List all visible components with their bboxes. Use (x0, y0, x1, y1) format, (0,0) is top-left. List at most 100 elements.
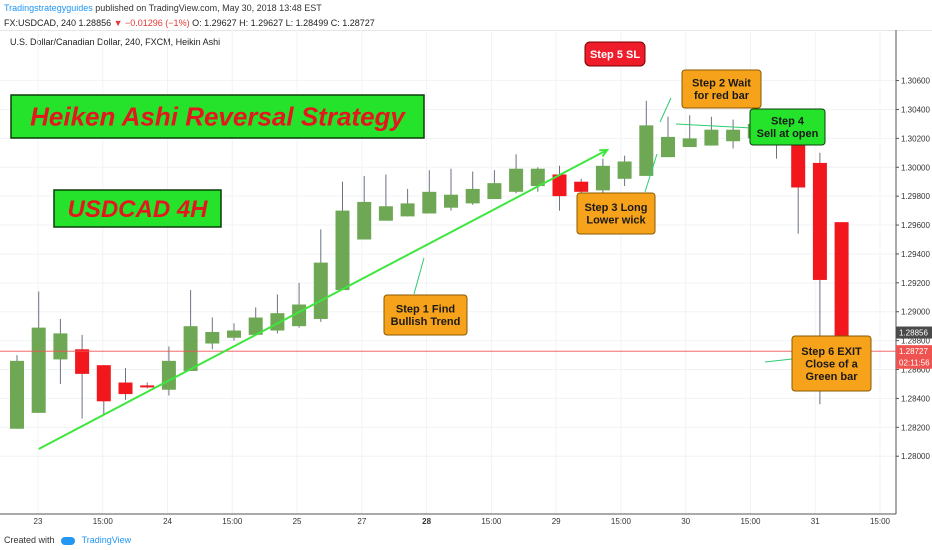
x-tick-label: 24 (163, 517, 172, 526)
candle-body (509, 168, 524, 192)
candle-body (487, 183, 502, 200)
publish-bar: Tradingstrategyguides published on Tradi… (0, 0, 932, 16)
x-tick-label: 29 (552, 517, 561, 526)
step3-text: Step 3 Long (585, 202, 648, 214)
y-tick-label: 1.30400 (901, 105, 930, 114)
candle-body (335, 210, 350, 291)
candle-body (574, 181, 589, 192)
tradingview-link[interactable]: TradingView (81, 535, 132, 545)
candle-body (422, 191, 437, 214)
strategy-title-box (10, 94, 425, 139)
candle-body (444, 194, 458, 208)
price-change: ▼ −0.01296 (−1%) (113, 18, 190, 28)
y-tick-label: 1.28000 (901, 452, 930, 461)
step2-text: Step 2 Wait (692, 78, 751, 90)
pair-title-text: USDCAD 4H (67, 196, 208, 223)
candle-body (378, 206, 393, 221)
step4-box (749, 108, 826, 146)
candle-body (53, 333, 68, 360)
step3-text: Lower wick (586, 215, 646, 227)
step2-pointer (659, 97, 672, 123)
annotations: 1.28856 1.28727 02:11:56 Heiken Ashi Revers… (0, 41, 932, 450)
x-tick-label: 27 (357, 517, 366, 526)
step4-text: Step 4 (771, 116, 805, 128)
y-tick-label: 1.28800 (901, 337, 930, 346)
candle-body (96, 365, 111, 402)
x-tick-label: 15:00 (93, 517, 114, 526)
symbol-name: FX:USDCAD, 240 (4, 18, 77, 28)
candle-body (617, 161, 632, 179)
step1-text: Bullish Trend (391, 316, 461, 328)
x-tick-label: 15:00 (481, 517, 502, 526)
candle-body (10, 360, 24, 429)
candle-body (357, 201, 372, 240)
candle-body (140, 385, 155, 388)
candle-body (552, 174, 567, 197)
candle-body (682, 138, 697, 148)
price-tag (896, 356, 932, 369)
footer: Created with TradingView (0, 531, 932, 550)
candle-body (183, 326, 198, 371)
x-tick-label: 15:00 (611, 517, 632, 526)
created-with: Created with (4, 535, 55, 545)
x-tick-label: 25 (293, 517, 302, 526)
candle-body (530, 168, 545, 187)
trend-line (38, 149, 608, 450)
price-tag-label: 1.28727 (899, 347, 928, 356)
step2-box (681, 69, 762, 109)
step3-pointer (644, 153, 658, 193)
candle-body (205, 331, 220, 344)
x-tick-label: 30 (681, 517, 690, 526)
candle-body (812, 162, 827, 280)
y-tick-label: 1.29000 (901, 308, 930, 317)
ohlc-values: O: 1.29627 H: 1.29627 L: 1.28499 C: 1.28… (192, 18, 375, 28)
candle-body (227, 330, 241, 338)
x-tick-label: 15:00 (740, 517, 761, 526)
step1-pointer (413, 257, 425, 295)
y-tick-label: 1.30200 (901, 134, 930, 143)
publish-info: published on TradingView.com, May 30, 20… (95, 3, 322, 13)
candle-body (313, 262, 328, 319)
step6-text: Step 6 EXIT (801, 346, 862, 358)
x-tick-label: 23 (34, 517, 43, 526)
candle-body (248, 317, 263, 335)
step1-text: Step 1 Find (396, 304, 455, 316)
price-tag (896, 326, 932, 339)
x-tick-label: 31 (811, 517, 820, 526)
y-tick-label: 1.30600 (901, 77, 930, 86)
step5-text: Step 5 SL (590, 49, 640, 61)
pair-title-box (53, 189, 222, 228)
y-tick-label: 1.29400 (901, 250, 930, 259)
trend-arrowhead (599, 148, 610, 157)
candle-body (118, 382, 133, 395)
price-tag-label: 1.28856 (899, 329, 928, 338)
candle-body (661, 136, 675, 158)
strategy-title-text: Heiken Ashi Reversal Strategy (30, 102, 406, 132)
step5-box (584, 41, 646, 67)
candle-body (400, 203, 415, 217)
price-axis: 1.30600 1.30400 1.30200 1.30000 1.29800 1.296… (895, 30, 930, 514)
step6-text: Green bar (806, 371, 859, 383)
candle-body (161, 360, 176, 390)
candle-body (595, 165, 610, 191)
symbol-row: FX:USDCAD, 240 1.28856 ▼ −0.01296 (−1%) … (0, 16, 932, 31)
candle-body (834, 222, 849, 351)
step6-text: Close of a (805, 358, 858, 370)
y-tick-label: 1.29800 (901, 192, 930, 201)
chart-canvas[interactable]: 1.30600 1.30400 1.30200 1.30000 1.29800 1.296… (0, 30, 932, 531)
y-tick-label: 1.29200 (901, 279, 930, 288)
price-tag-label: 02:11:56 (899, 359, 930, 368)
y-tick-label: 1.28600 (901, 366, 930, 375)
step6-pointer (764, 358, 793, 363)
x-tick-label: 28 (422, 517, 431, 526)
time-axis: 23 15:00 24 15:00 25 27 28 15:00 29 15:00 30 15:00 3… (0, 513, 896, 526)
step2-text: for red bar (694, 90, 750, 102)
candle-body (726, 129, 741, 142)
tradingview-logo-icon (61, 536, 76, 545)
y-tick-label: 1.28200 (901, 423, 930, 432)
step6-box (791, 335, 872, 392)
candle-body (791, 136, 806, 188)
author-link[interactable]: Tradingstrategyguides (4, 3, 93, 13)
step3-box (576, 192, 656, 235)
candle-body (31, 327, 46, 413)
